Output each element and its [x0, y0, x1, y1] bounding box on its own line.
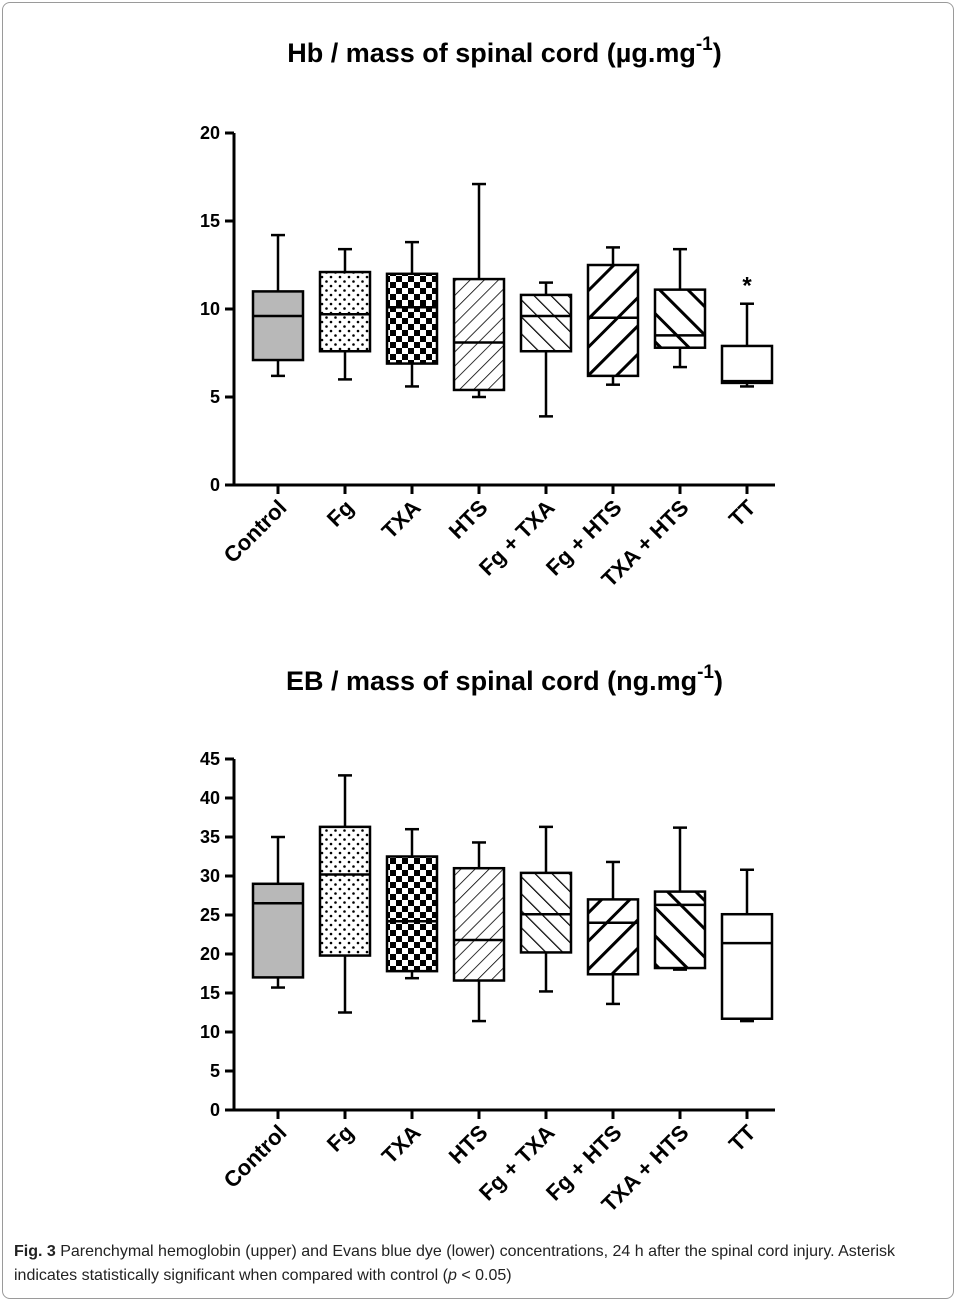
box-iqr [452, 866, 506, 982]
caption-text-b: < 0.05) [456, 1267, 512, 1284]
chart-1-ytick-label: 5 [210, 1061, 220, 1081]
chart-1-title-sup: -1 [697, 662, 714, 683]
chart-1-xtick-label-control: Control [219, 1120, 292, 1193]
chart-0-xtick-label-control: Control [219, 495, 292, 568]
box-iqr [251, 290, 305, 362]
chart-0-box-tt [720, 302, 774, 388]
chart-0-box-control [251, 233, 305, 378]
box-iqr [586, 898, 640, 976]
chart-0-box-hts [452, 182, 506, 399]
chart-1-xtick-label-tt: TT [724, 1119, 761, 1156]
chart-1-title: EB / mass of spinal cord (ng.mg-1) [286, 662, 723, 696]
box-iqr [653, 890, 707, 970]
chart-1-xtick-label-hts: HTS [444, 1120, 493, 1169]
chart-1-ytick-label: 20 [200, 944, 220, 964]
chart-0-box-fg [318, 247, 372, 381]
box-iqr [519, 293, 573, 353]
chart-1-box-control [251, 835, 305, 989]
box-iqr [318, 825, 372, 957]
caption-text-a: Parenchymal hemoglobin (upper) and Evans… [14, 1243, 896, 1284]
chart-1-box-txa [385, 827, 439, 980]
figure-charts: Hb / mass of spinal cord (µg.mg-1)051015… [200, 34, 775, 1217]
figure-caption: Fig. 3 Parenchymal hemoglobin (upper) an… [14, 1240, 934, 1288]
chart-1-box-tt [720, 868, 774, 1023]
chart-0-box-txa [385, 240, 439, 388]
box-iqr [318, 270, 372, 353]
chart-1-ytick-label: 15 [200, 983, 220, 1003]
chart-1-box-fg [318, 774, 372, 1014]
chart-0-box-txa-hts [653, 247, 707, 369]
box-iqr [452, 277, 506, 392]
chart-0-ytick-label: 0 [210, 475, 220, 495]
chart-1-box-fg-txa [519, 825, 573, 993]
chart-0-title: Hb / mass of spinal cord (µg.mg-1) [287, 34, 722, 68]
chart-1-xtick-label-txa: TXA [377, 1120, 426, 1169]
chart-1-ytick-label: 40 [200, 788, 220, 808]
box-iqr [251, 882, 305, 979]
chart-1-box-hts [452, 841, 506, 1023]
box-iqr [586, 263, 640, 378]
chart-1-title-main: EB / mass of spinal cord (ng.mg [286, 666, 697, 696]
chart-1-box-fg-hts [586, 860, 640, 1006]
chart-0-title-main: Hb / mass of spinal cord (µg.mg [287, 38, 696, 68]
caption-label: Fig. 3 [14, 1243, 56, 1260]
box-iqr [720, 912, 774, 1020]
box-iqr [720, 344, 774, 385]
hb-chart: Hb / mass of spinal cord (µg.mg-1) 0 5 10 15… [200, 34, 775, 592]
chart-0-xtick-label-txa: TXA [377, 495, 426, 544]
chart-1-box-txa-hts [653, 826, 707, 971]
chart-0-title-sup: -1 [696, 34, 713, 55]
box-iqr [385, 272, 439, 365]
chart-1-ytick-label: 30 [200, 866, 220, 886]
chart-0-title-end: ) [713, 38, 722, 68]
chart-1-ytick-label: 10 [200, 1022, 220, 1042]
chart-0-xtick-label-hts: HTS [444, 495, 493, 544]
box-iqr [385, 855, 439, 973]
box-iqr [519, 871, 573, 954]
chart-0-xtick-label-fg: Fg [322, 495, 359, 532]
chart-0-ytick-label: 20 [200, 123, 220, 143]
chart-0-xtick-label-tt: TT [724, 494, 761, 531]
chart-1-ytick-label: 25 [200, 905, 220, 925]
chart-1-ytick-label: 45 [200, 749, 220, 769]
chart-1-ytick-label: 0 [210, 1100, 220, 1120]
chart-0-ytick-label: 10 [200, 299, 220, 319]
chart-1-ytick-label: 35 [200, 827, 220, 847]
chart-1-xtick-label-fg: Fg [322, 1120, 359, 1157]
chart-0-box-fg-txa [519, 281, 573, 418]
eb-chart: EB / mass of spinal cord (ng.mg-1) 0 5 10 15… [200, 662, 775, 1217]
chart-0-ytick-label: 15 [200, 211, 220, 231]
chart-0-box-fg-hts [586, 246, 640, 386]
chart-0-ytick-label: 5 [210, 387, 220, 407]
chart-0-annotation-asterisk: * [742, 273, 752, 300]
caption-p: p [447, 1267, 457, 1284]
chart-1-title-end: ) [714, 666, 723, 696]
box-iqr [653, 288, 707, 349]
